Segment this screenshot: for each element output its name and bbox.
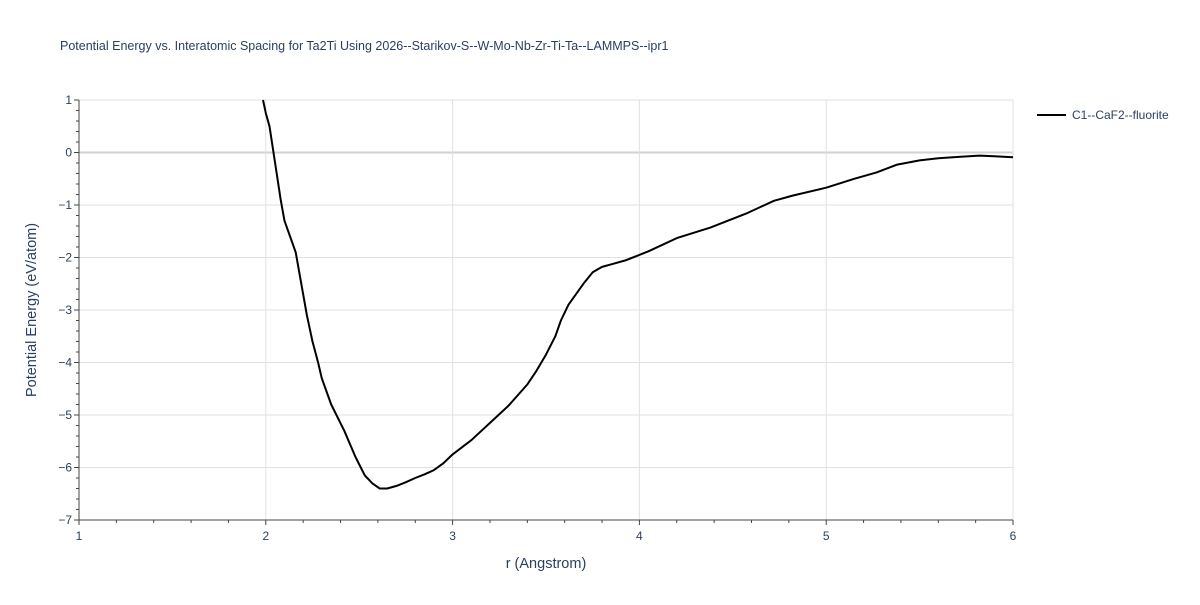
legend-label: C1--CaF2--fluorite — [1072, 108, 1169, 122]
series-layer — [262, 99, 1014, 490]
x-tick-label: 3 — [449, 529, 456, 543]
y-tick-label: −4 — [58, 356, 72, 370]
y-tick-label: −1 — [58, 198, 72, 212]
y-tick-label: 1 — [65, 93, 72, 107]
y-tick-label: −2 — [58, 251, 72, 265]
grid-layer — [79, 99, 1014, 520]
x-tick-label: 2 — [262, 529, 269, 543]
x-axis-title: r (Angstrom) — [506, 556, 587, 572]
series-line — [262, 99, 1014, 490]
x-tick-label: 5 — [823, 529, 830, 543]
x-tick-label: 4 — [636, 529, 643, 543]
y-tick-label: −7 — [58, 513, 72, 527]
y-tick-label: −3 — [58, 303, 72, 317]
legend[interactable]: C1--CaF2--fluorite — [1037, 108, 1169, 122]
x-tick-label: 1 — [76, 529, 83, 543]
y-tick-label: 0 — [65, 146, 72, 160]
y-tick-label: −6 — [58, 461, 72, 475]
x-tick-label: 6 — [1010, 529, 1017, 543]
chart-title: Potential Energy vs. Interatomic Spacing… — [60, 39, 669, 53]
y-tick-label: −5 — [58, 408, 72, 422]
axis-layer: 1 0 −1 −2 −3 −4 −5 −6 −7 1 2 3 4 5 6 — [58, 93, 1016, 543]
y-axis-title: Potential Energy (eV/atom) — [24, 223, 40, 397]
